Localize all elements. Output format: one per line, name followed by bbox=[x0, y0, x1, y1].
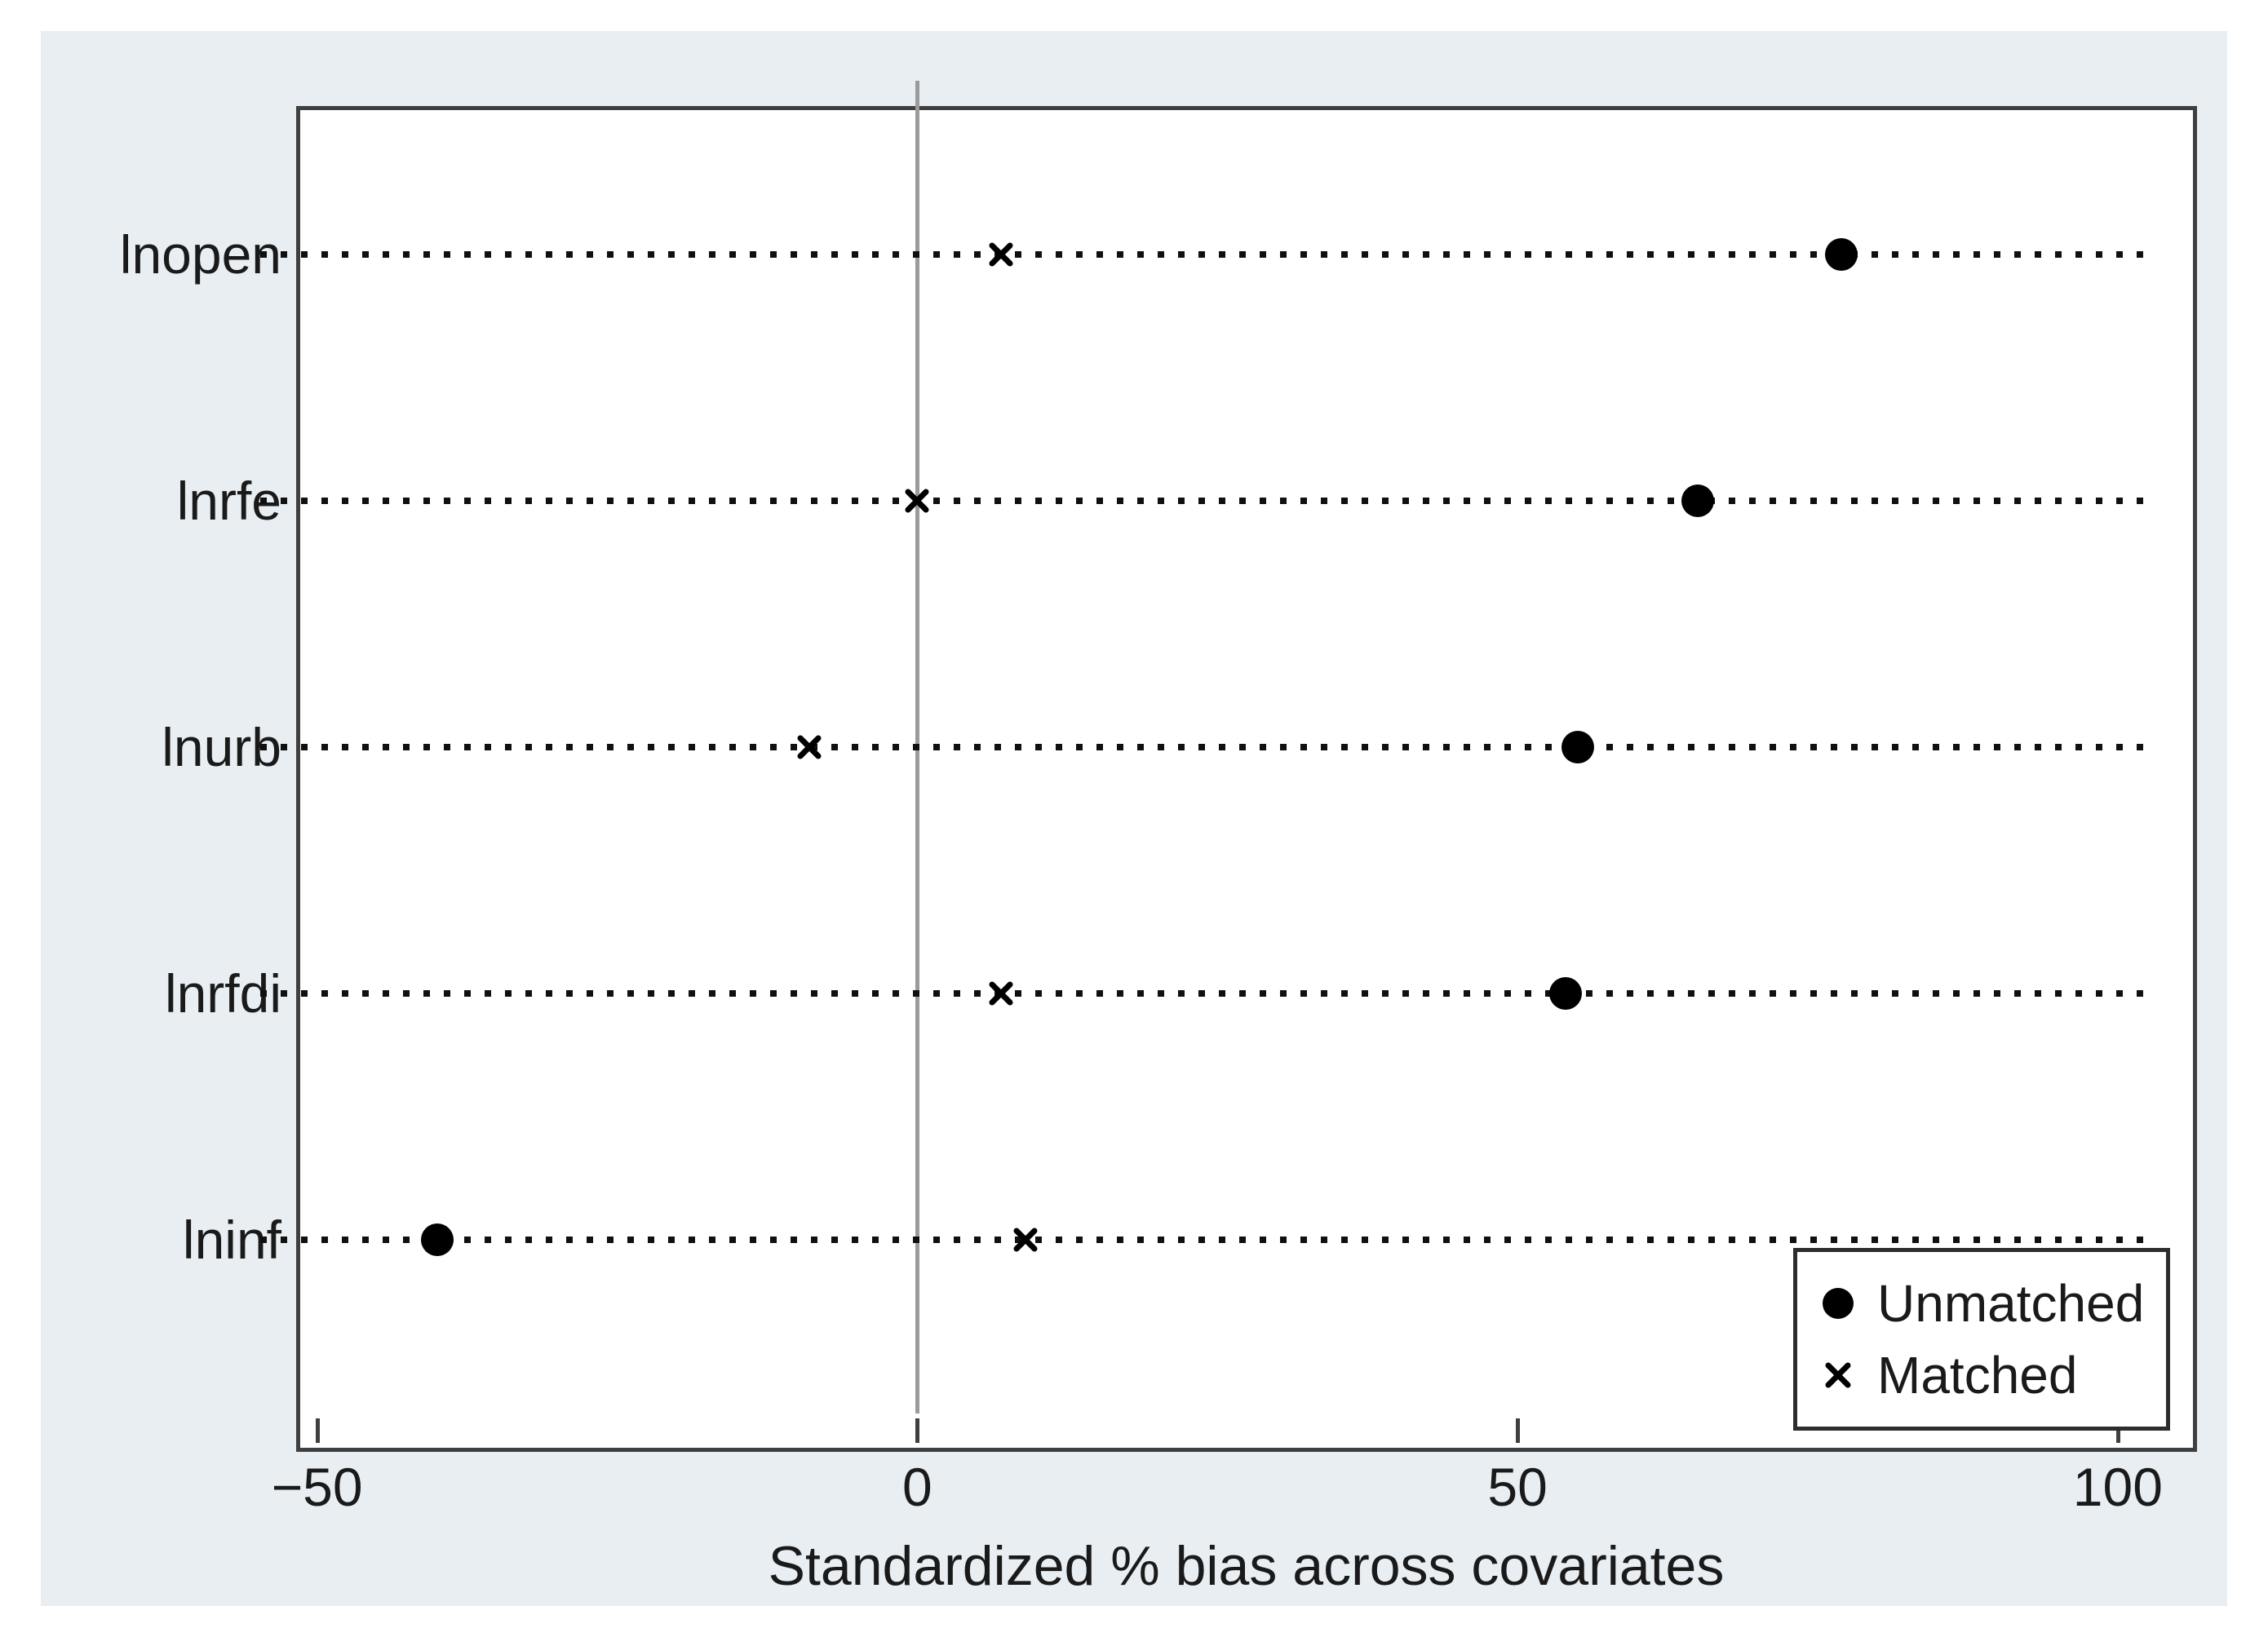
y-axis-label: lnrfe bbox=[176, 470, 281, 531]
grid-line-dotted bbox=[260, 250, 2151, 258]
y-axis-label: lnopen bbox=[119, 223, 281, 285]
marker-matched-x bbox=[987, 241, 1015, 268]
marker-unmatched-circle bbox=[1561, 731, 1594, 763]
legend-item-matched: Matched bbox=[1820, 1345, 2166, 1405]
y-axis-label: lninf bbox=[182, 1210, 281, 1271]
legend-label: Matched bbox=[1877, 1346, 2078, 1405]
marker-unmatched-circle bbox=[1548, 977, 1582, 1011]
x-tick-mark bbox=[915, 1418, 920, 1443]
y-axis-label: lnurb bbox=[162, 717, 281, 777]
grid-line-dotted bbox=[260, 497, 2151, 504]
legend-item-unmatched: Unmatched bbox=[1820, 1273, 2166, 1334]
x-tick-label: 0 bbox=[901, 1457, 932, 1517]
x-tick-mark bbox=[2115, 1418, 2120, 1443]
x-tick-mark bbox=[1516, 1418, 1521, 1443]
x-cross-icon bbox=[1820, 1360, 1856, 1391]
x-tick-label: 100 bbox=[2072, 1457, 2163, 1517]
marker-matched-x bbox=[987, 980, 1015, 1007]
x-tick-label: 50 bbox=[1487, 1457, 1548, 1517]
x-tick-label: −50 bbox=[271, 1457, 363, 1517]
marker-unmatched-circle bbox=[1681, 484, 1714, 517]
plot-area bbox=[296, 106, 2197, 1452]
grid-line-dotted bbox=[260, 990, 2151, 998]
legend: Unmatched Matched bbox=[1793, 1248, 2170, 1431]
marker-matched-x bbox=[903, 487, 931, 515]
grid-line-dotted bbox=[260, 744, 2151, 750]
grid-line-dotted bbox=[260, 1237, 2151, 1244]
legend-label: Unmatched bbox=[1877, 1274, 2145, 1333]
marker-matched-x bbox=[795, 733, 823, 761]
x-tick-mark bbox=[315, 1418, 320, 1443]
filled-circle-icon bbox=[1820, 1288, 1856, 1319]
graph-region: lnopen lnrfe lnurb lnrfdi lninf −50 0 50 100 Sta… bbox=[41, 31, 2227, 1606]
marker-unmatched-circle bbox=[420, 1223, 454, 1257]
marker-matched-x bbox=[1012, 1226, 1039, 1254]
y-axis-label: lnrfdi bbox=[164, 963, 281, 1024]
marker-unmatched-circle bbox=[1825, 237, 1858, 271]
chart-layer: lnopen lnrfe lnurb lnrfdi lninf −50 0 50 100 bbox=[41, 31, 2227, 1606]
x-axis-title: Standardized % bias across covariates bbox=[768, 1535, 1725, 1597]
